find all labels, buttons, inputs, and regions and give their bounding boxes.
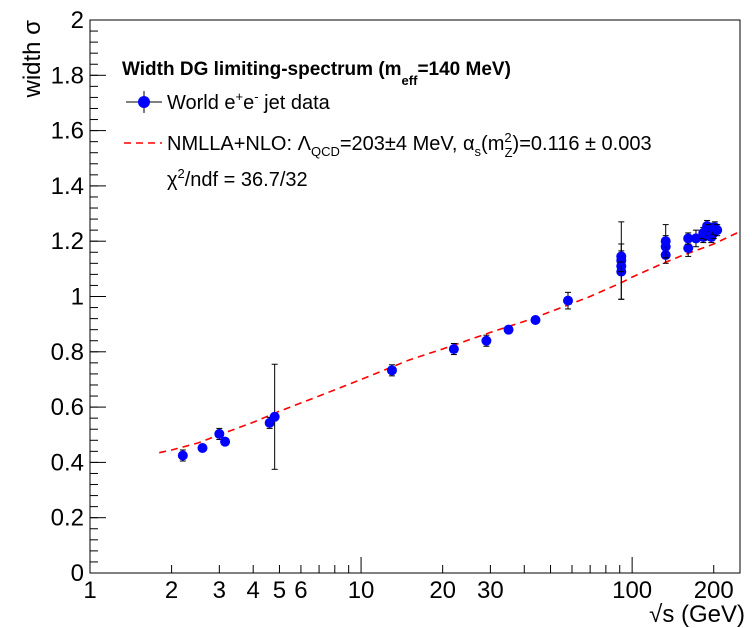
fit-curve <box>159 230 741 454</box>
data-point <box>712 224 723 237</box>
x-tick-label: 3 <box>213 577 226 604</box>
data-point <box>683 232 694 245</box>
x-tick-label: 5 <box>273 577 286 604</box>
data-marker <box>481 335 492 346</box>
y-tick-label: 1.4 <box>51 173 84 200</box>
x-tick-label: 100 <box>612 577 652 604</box>
data-point <box>177 449 188 462</box>
data-marker <box>712 225 723 236</box>
data-point <box>386 364 397 377</box>
legend: Width DG limiting-spectrum (meff=140 MeV… <box>122 59 652 191</box>
x-tick-label: 4 <box>247 577 260 604</box>
fit-curve-layer <box>159 230 741 454</box>
x-axis-label: √s (GeV) <box>649 601 745 628</box>
data-marker <box>269 411 280 422</box>
y-tick-label: 0.8 <box>51 339 84 366</box>
y-tick-label: 2 <box>71 7 84 34</box>
x-tick-label: 30 <box>477 577 504 604</box>
data-marker <box>563 295 574 306</box>
data-points-layer <box>177 219 723 470</box>
data-marker <box>214 428 225 439</box>
data-point <box>530 315 541 326</box>
data-point <box>481 334 492 347</box>
data-marker <box>616 251 627 262</box>
y-tick-label: 1.2 <box>51 228 84 255</box>
y-tick-label: 0.2 <box>51 505 84 532</box>
y-tick-label: 0.4 <box>51 449 84 476</box>
data-marker <box>220 436 231 447</box>
x-tick-label: 6 <box>294 577 307 604</box>
data-marker <box>683 243 694 254</box>
y-tick-label: 0.6 <box>51 394 84 421</box>
data-marker <box>386 365 397 376</box>
data-point <box>220 436 231 447</box>
data-marker <box>660 236 671 247</box>
y-tick-label: 1.6 <box>51 118 84 145</box>
data-marker <box>177 450 188 461</box>
legend-chi2: χ2/ndf = 36.7/32 <box>167 166 308 191</box>
y-tick-label: 1 <box>71 284 84 311</box>
data-point <box>660 224 671 259</box>
x-tick-label: 200 <box>694 577 734 604</box>
legend-header: Width DG limiting-spectrum (meff=140 MeV… <box>122 59 511 88</box>
data-marker <box>448 344 459 355</box>
data-point <box>563 291 574 310</box>
data-marker <box>530 315 541 326</box>
data-point <box>503 324 514 335</box>
legend-data-label: World e+e- jet data <box>167 89 331 114</box>
data-marker <box>683 233 694 244</box>
data-point <box>448 343 459 356</box>
data-point <box>197 443 208 454</box>
y-tick-label: 1.8 <box>51 62 84 89</box>
axes: 0 0.2 0.4 0.6 0.8 1 1.2 1.4 1.6 1.8 2 1 2 3 4 5 6 10 20 30 1… <box>51 7 741 604</box>
x-tick-label: 2 <box>165 577 178 604</box>
y-tick-label: 0 <box>71 560 84 587</box>
x-tick-label: 10 <box>348 577 375 604</box>
x-tick-label: 1 <box>83 577 96 604</box>
y-axis-label: width σ <box>19 20 46 99</box>
legend-fit-label: NMLLA+NLO: ΛQCD=203±4 MeV, αs(m2 Z)=0.116… <box>167 130 652 160</box>
data-marker <box>197 443 208 454</box>
data-marker <box>503 324 514 335</box>
x-tick-label: 20 <box>429 577 456 604</box>
legend-data-marker <box>126 91 162 113</box>
data-point <box>269 363 280 470</box>
data-point <box>616 250 627 263</box>
